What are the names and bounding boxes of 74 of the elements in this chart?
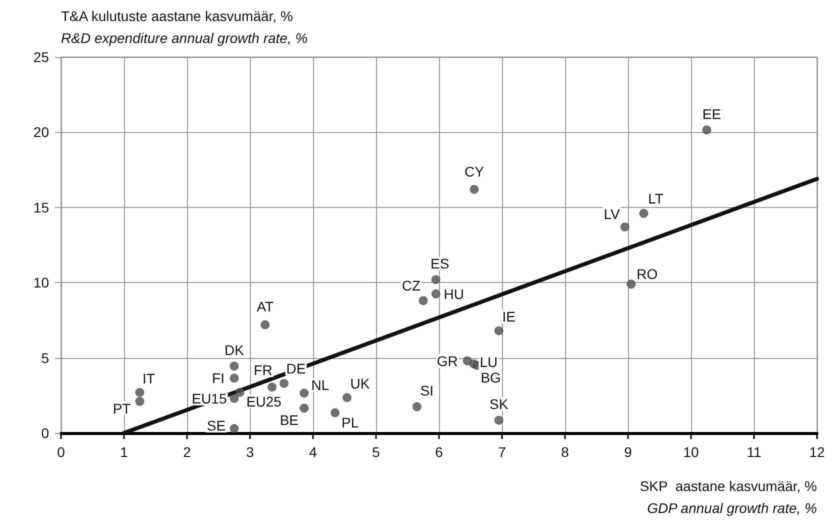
annotation: FI <box>212 370 224 386</box>
point <box>300 404 309 413</box>
annotation: IE <box>502 308 516 325</box>
x-tick-label: 3 <box>246 444 254 460</box>
x-tick-label: 0 <box>57 444 66 460</box>
annotation: BE <box>280 412 299 428</box>
x-tick-label: 5 <box>372 444 380 460</box>
x-tick-label: 6 <box>435 444 444 460</box>
point <box>470 184 479 194</box>
point <box>626 280 636 289</box>
point <box>330 408 340 418</box>
y-axis-title: T&A kulutuste aastane kasvumäär, % R&D expenditure annual growth rate, % <box>61 8 308 46</box>
annotation: LT <box>648 190 664 206</box>
point <box>418 296 428 306</box>
annotation: EU25 <box>246 393 282 410</box>
point <box>135 388 144 397</box>
annotation: PT <box>112 400 132 416</box>
annotation: SI <box>420 382 434 399</box>
annotation: IT <box>142 370 156 386</box>
annotation: NL <box>311 377 330 394</box>
point <box>230 362 239 371</box>
point <box>494 326 504 336</box>
y-tick-label: 15 <box>33 199 50 216</box>
annotation: ES <box>430 256 450 272</box>
point <box>280 378 289 388</box>
annotation: SK <box>490 396 509 412</box>
point <box>702 125 712 134</box>
annotation: RO <box>636 266 658 282</box>
annotation: SE <box>206 417 226 434</box>
point <box>639 208 648 218</box>
point <box>431 275 440 284</box>
x-tick-label: 4 <box>309 444 318 460</box>
annotation: BG <box>480 369 501 386</box>
x-tick-label: 7 <box>498 444 506 460</box>
y-tick-label: 25 <box>33 49 50 65</box>
point <box>412 402 422 412</box>
point <box>230 394 239 403</box>
y-tick-label: 10 <box>33 274 50 291</box>
annotation: EE <box>702 106 722 122</box>
x-tick-label: 12 <box>809 444 825 460</box>
x-tick-label: 2 <box>183 444 192 460</box>
point <box>494 416 504 425</box>
annotation: UK <box>350 376 370 392</box>
x-axis-title: SKP aastane kasvumäär, % GDP annual growth rate, % <box>640 478 817 516</box>
annotation: HU <box>444 286 464 302</box>
point <box>230 374 239 383</box>
x-tick-label: 8 <box>561 444 570 460</box>
annotation: CZ <box>402 278 422 294</box>
point <box>431 289 440 298</box>
point <box>268 382 277 392</box>
y-tick-label: 5 <box>41 350 50 366</box>
annotation: EU15 <box>192 390 227 406</box>
point <box>230 424 239 433</box>
annotation: AT <box>256 298 274 315</box>
x-tick-label: 10 <box>683 444 699 460</box>
y-tick-label: 0 <box>41 425 50 441</box>
annotation: FR <box>254 362 272 378</box>
annotation: DE <box>286 360 306 376</box>
x-tick-label: 9 <box>624 444 632 460</box>
y-tick-label: 20 <box>33 124 50 140</box>
annotation: CY <box>464 163 485 180</box>
point <box>135 396 144 406</box>
annotation: LV <box>604 206 621 222</box>
x-tick-label: 1 <box>120 444 128 460</box>
point <box>235 388 244 397</box>
annotation: DK <box>224 342 245 358</box>
point <box>260 320 270 330</box>
annotation: PL <box>341 414 359 431</box>
point <box>620 222 630 232</box>
x-tick-label: 11 <box>746 444 762 460</box>
point <box>300 388 309 398</box>
annotation: GR <box>436 352 458 369</box>
annotation: LU <box>480 354 498 370</box>
point <box>342 393 352 402</box>
